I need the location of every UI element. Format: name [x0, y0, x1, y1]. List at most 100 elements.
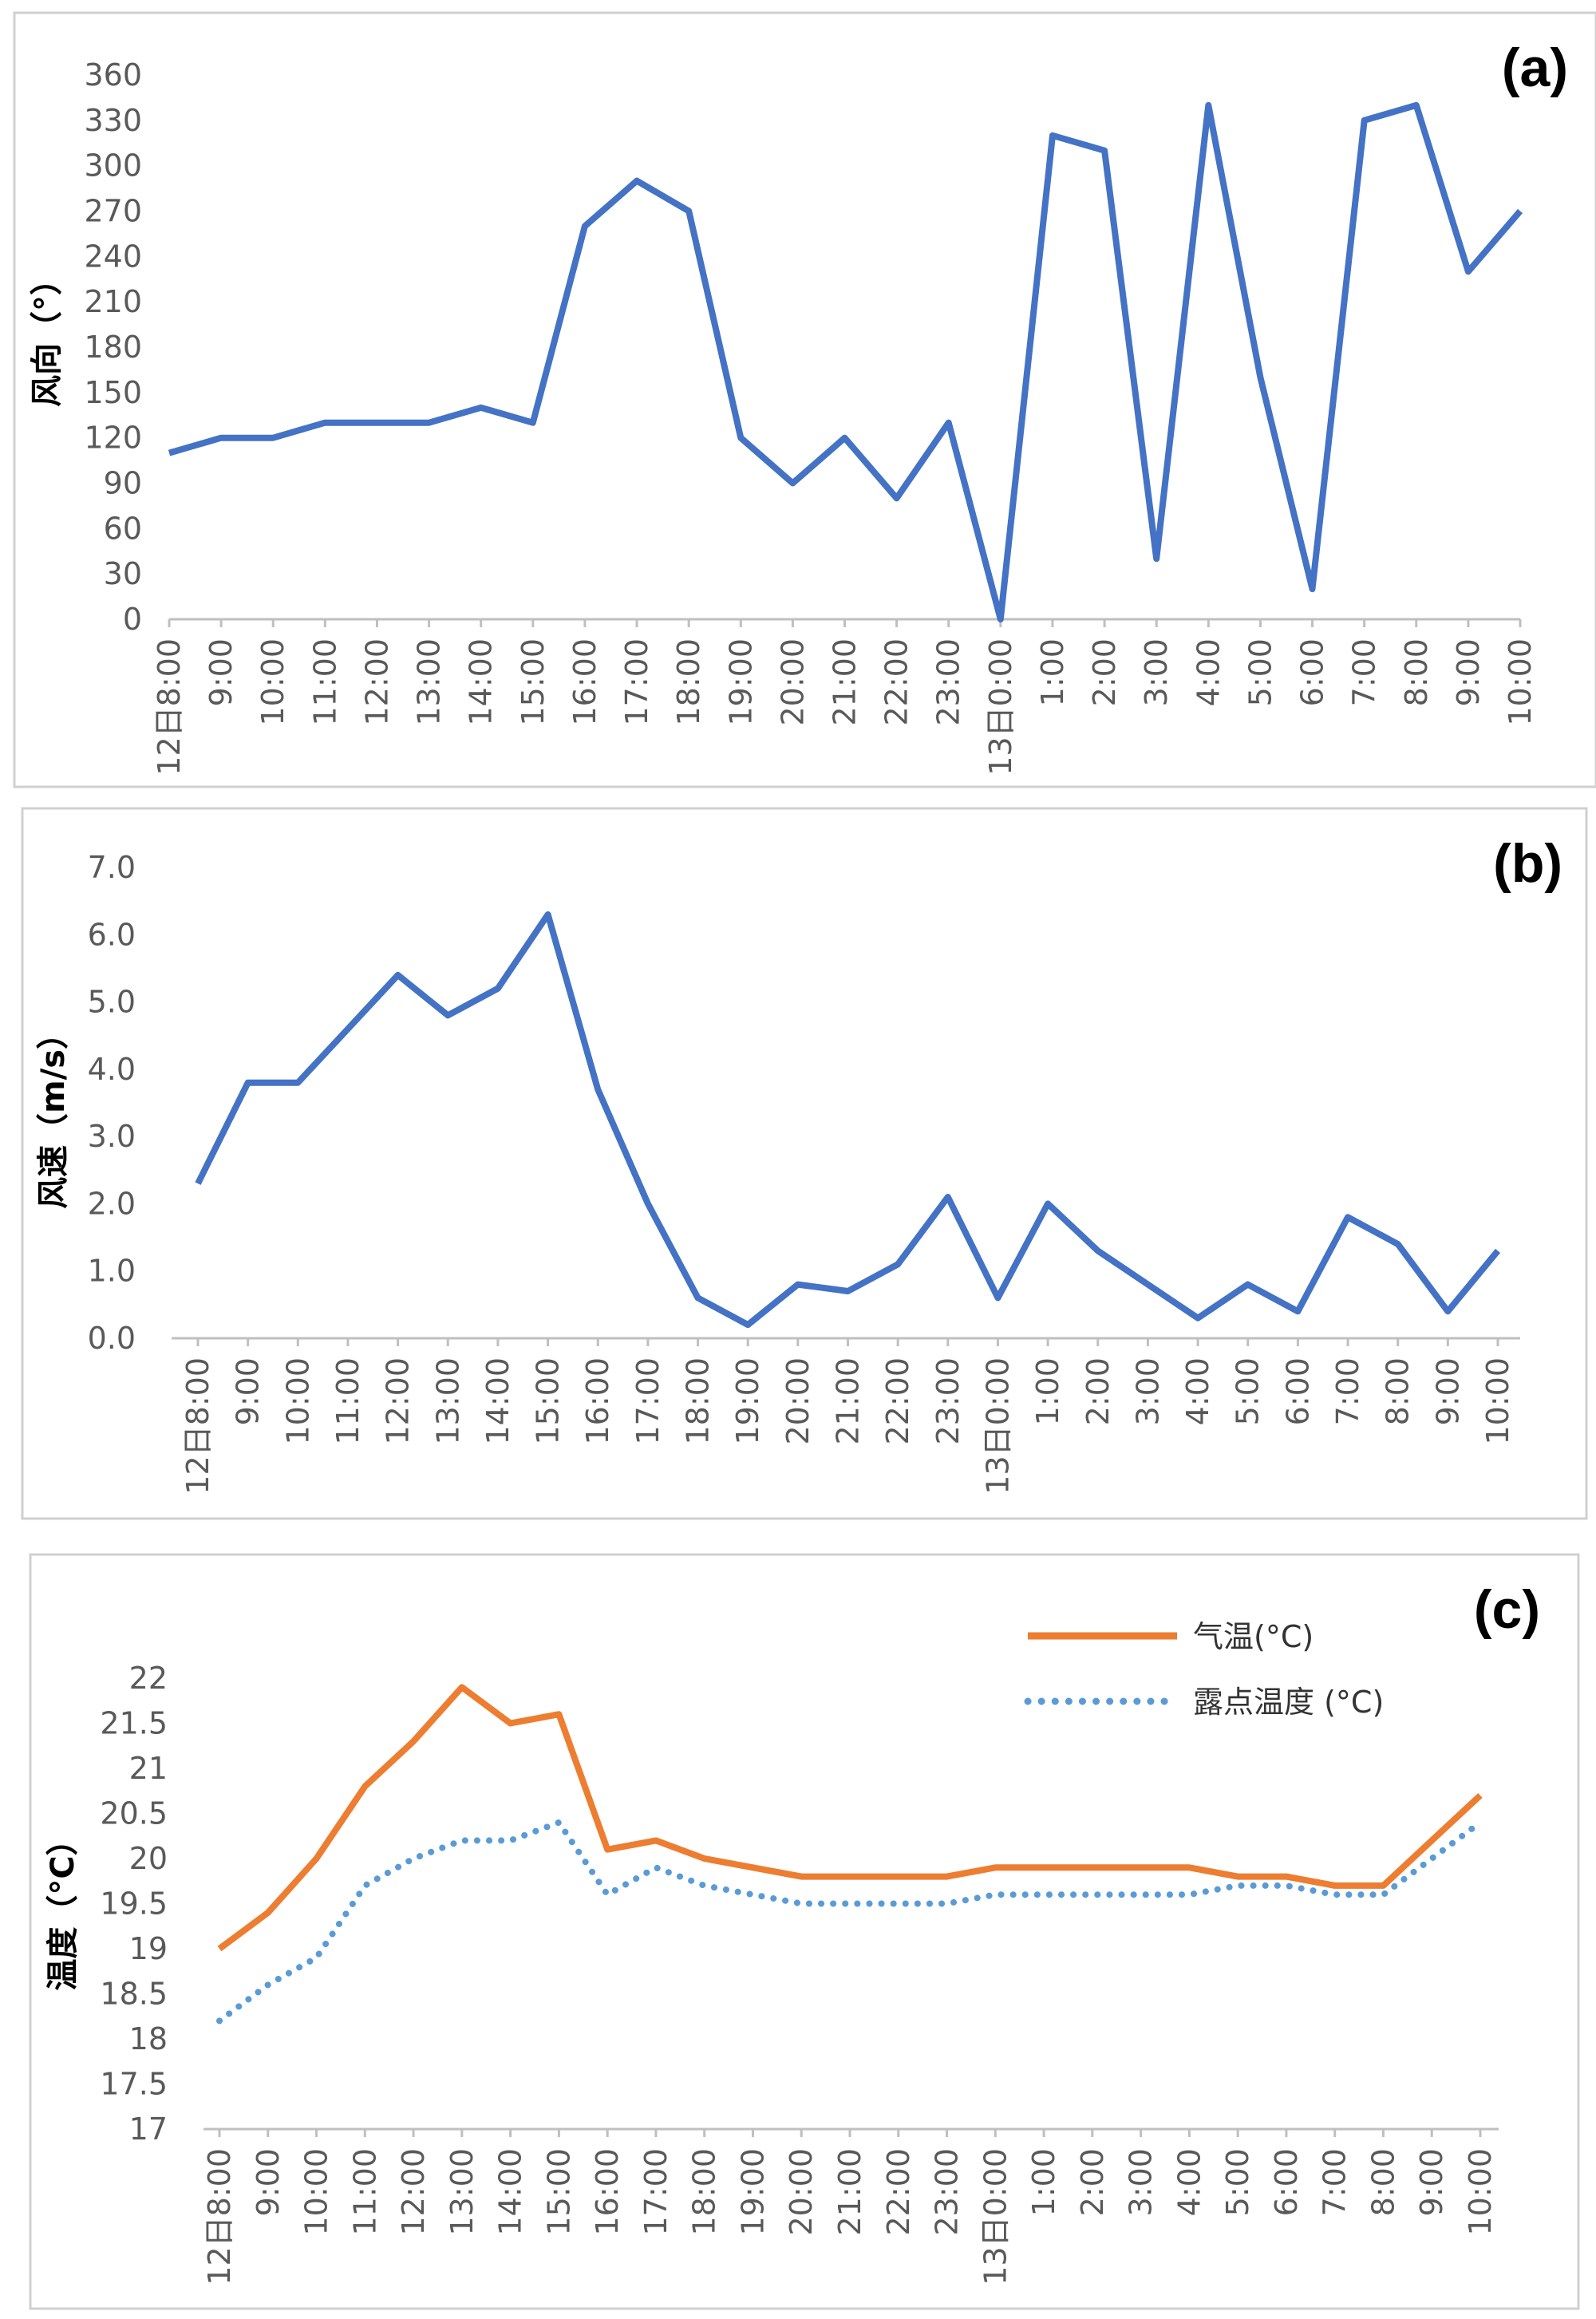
- panel-c-frame: [29, 1553, 1580, 2310]
- x-tick-label: 10:00: [280, 1357, 315, 1445]
- x-tick-label: 12:00: [381, 1357, 416, 1445]
- y-tick-label: 17: [129, 2112, 168, 2147]
- panel-c-series: [216, 1684, 1483, 2025]
- x-tick-label: 9:00: [1414, 2148, 1449, 2216]
- x-tick-label: 23:00: [930, 2148, 965, 2236]
- x-tick-label: 13日0:00: [978, 2148, 1013, 2285]
- x-tick-label: 4:00: [1191, 638, 1226, 706]
- y-tick-label: 18.5: [100, 1977, 168, 2012]
- x-tick-label: 21:00: [831, 1357, 866, 1445]
- x-tick-label: 12:00: [396, 2148, 431, 2236]
- x-tick-label: 18:00: [681, 1357, 716, 1445]
- x-tick-label: 12:00: [359, 638, 394, 726]
- x-tick-label: 17:00: [638, 2148, 674, 2236]
- x-tick-label: 14:00: [493, 2148, 528, 2236]
- panel-c-label: (c): [1474, 1579, 1540, 1640]
- y-tick-label: 19.5: [100, 1886, 168, 1922]
- x-tick-label: 5:00: [1242, 638, 1278, 706]
- x-tick-label: 14:00: [480, 1357, 516, 1445]
- panel-b-y-ticks: 0.0 1.0 2.0 3.0 4.0 5.0 6.0 7.0: [88, 850, 136, 1356]
- y-tick-label: 270: [84, 194, 142, 229]
- chart-panel-a: (a) 风向（°） 0 30 60 90 120 150 180 210 240 270 300 33…: [13, 11, 1596, 788]
- x-tick-label: 13日0:00: [980, 1357, 1015, 1495]
- series-line-primary: [168, 101, 1523, 622]
- x-tick-label: 13:00: [444, 2148, 480, 2236]
- x-tick-label: 11:00: [307, 638, 342, 726]
- x-tick-label: 11:00: [347, 2148, 382, 2236]
- x-tick-label: 21:00: [828, 638, 863, 726]
- panel-a-y-ticks: 0 30 60 90 120 150 180 210 240 270 300 330 360: [84, 57, 142, 637]
- x-tick-label: 14:00: [464, 638, 499, 726]
- x-tick-label: 10:00: [1480, 1357, 1515, 1445]
- x-tick-label: 16:00: [590, 2148, 625, 2236]
- x-tick-label: 19:00: [723, 638, 758, 726]
- x-tick-label: 9:00: [251, 2148, 286, 2216]
- y-tick-label: 3.0: [88, 1119, 136, 1154]
- x-tick-label: 16:00: [567, 638, 602, 726]
- x-tick-label: 17:00: [630, 1357, 666, 1445]
- x-tick-label: 16:00: [580, 1357, 615, 1445]
- x-tick-label: 2:00: [1075, 2148, 1110, 2216]
- y-tick-label: 21: [129, 1751, 168, 1786]
- x-tick-label: 2:00: [1087, 638, 1122, 706]
- legend-label-air-temperature: 气温(°C): [1193, 1619, 1314, 1654]
- y-tick-label: 120: [84, 421, 142, 456]
- x-tick-label: 20:00: [775, 638, 810, 726]
- x-tick-label: 19:00: [730, 1357, 765, 1445]
- x-tick-label: 22:00: [880, 1357, 915, 1445]
- panel-c-x-ticks: 12日8:00 9:00 10:00 11:00 12:00 13:00 14:00 15:0…: [202, 2127, 1499, 2285]
- series-line-secondary: [216, 1819, 1483, 2025]
- chart-panel-b: (b) 风速（m/s） 0.0 1.0 2.0 3.0 4.0 5.0 6.0 7.0 12日…: [21, 807, 1588, 1520]
- x-tick-label: 23:00: [931, 638, 966, 726]
- panel-a-x-ticks: 12日8:00 9:00 10:00 11:00 12:00 13:00 14:00 15:0…: [152, 618, 1538, 776]
- x-tick-label: 8:00: [1381, 1357, 1416, 1425]
- x-tick-label: 10:00: [1503, 638, 1538, 726]
- x-tick-label: 6:00: [1269, 2148, 1304, 2216]
- y-tick-label: 20.5: [100, 1796, 168, 1831]
- x-tick-label: 20:00: [780, 1357, 816, 1445]
- x-tick-label: 4:00: [1171, 2148, 1207, 2216]
- x-tick-label: 13日0:00: [983, 638, 1018, 776]
- x-tick-label: 23:00: [930, 1357, 966, 1445]
- x-tick-label: 13:00: [430, 1357, 465, 1445]
- y-tick-label: 18: [129, 2021, 168, 2056]
- y-tick-label: 1.0: [88, 1254, 136, 1289]
- x-tick-label: 1:00: [1030, 1357, 1065, 1425]
- x-tick-label: 8:00: [1365, 2148, 1400, 2216]
- x-tick-label: 4:00: [1180, 1357, 1215, 1425]
- x-tick-label: 7:00: [1347, 638, 1382, 706]
- x-tick-label: 10:00: [1463, 2148, 1498, 2236]
- panel-b-series: [195, 911, 1501, 1329]
- y-tick-label: 180: [84, 330, 142, 365]
- y-tick-label: 90: [104, 466, 142, 501]
- x-tick-label: 11:00: [330, 1357, 365, 1445]
- x-tick-label: 17:00: [619, 638, 654, 726]
- y-tick-label: 6.0: [88, 917, 136, 952]
- y-tick-label: 300: [84, 148, 142, 184]
- y-tick-label: 20: [129, 1841, 168, 1876]
- x-tick-label: 3:00: [1124, 2148, 1159, 2216]
- x-tick-label: 8:00: [1399, 638, 1434, 706]
- y-tick-label: 360: [84, 57, 142, 93]
- x-tick-label: 3:00: [1139, 638, 1174, 706]
- chart-panel-c: (c) 温度（°C） 17 17.5 18 18.5 19 19.5 20 20.5 21 21.…: [29, 1553, 1580, 2310]
- x-tick-label: 20:00: [784, 2148, 819, 2236]
- x-tick-label: 10:00: [255, 638, 290, 726]
- panel-a-label: (a): [1502, 38, 1568, 98]
- panel-a-y-axis-title: 风向（°）: [29, 263, 65, 407]
- y-tick-label: 330: [84, 103, 142, 138]
- y-tick-label: 19: [129, 1931, 168, 1966]
- x-tick-label: 5:00: [1220, 2148, 1255, 2216]
- x-tick-label: 6:00: [1295, 638, 1330, 706]
- x-tick-label: 15:00: [531, 1357, 566, 1445]
- y-tick-label: 7.0: [88, 850, 136, 885]
- x-tick-label: 5:00: [1231, 1357, 1266, 1425]
- x-tick-label: 12日8:00: [152, 638, 187, 776]
- y-tick-label: 240: [84, 239, 142, 274]
- x-tick-label: 9:00: [1451, 638, 1486, 706]
- y-tick-label: 17.5: [100, 2067, 168, 2102]
- x-tick-label: 7:00: [1330, 1357, 1365, 1425]
- panel-c-y-ticks: 17 17.5 18 18.5 19 19.5 20 20.5 21 21.5 22: [100, 1661, 168, 2147]
- panel-b-y-axis-title: 风速（m/s）: [35, 1017, 72, 1209]
- x-tick-label: 12日8:00: [180, 1357, 215, 1495]
